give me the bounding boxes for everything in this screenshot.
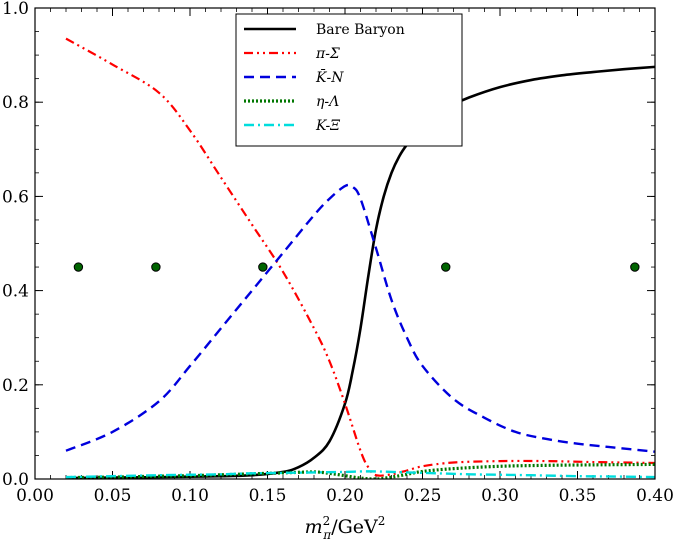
x-tick-label: 0.05 — [94, 486, 132, 506]
legend-label: η-Λ — [316, 94, 339, 110]
legend-label: Bare Baryon — [316, 22, 405, 38]
y-tick-label: 0.8 — [2, 93, 29, 113]
series-lines — [65, 37, 655, 479]
data-marker — [258, 262, 268, 272]
data-marker — [630, 262, 640, 272]
marker-points — [73, 262, 640, 272]
legend-label: K̄-N — [315, 68, 344, 86]
x-tick-label: 0.00 — [16, 486, 54, 506]
x-tick-label: 0.35 — [559, 486, 597, 506]
y-tick-label: 0.4 — [2, 282, 29, 302]
data-marker — [73, 262, 84, 272]
plot-frame — [34, 7, 656, 480]
x-tick-label: 0.10 — [171, 486, 209, 506]
y-tick-labels: 0.0 0.2 0.4 0.6 0.8 1.0 — [2, 0, 29, 490]
y-tick-label: 0.6 — [2, 187, 29, 207]
series-line-2 — [65, 183, 655, 453]
x-tick-labels: 0.00 0.05 0.10 0.15 0.20 0.25 0.30 0.35 0.40 — [16, 486, 674, 506]
data-marker — [151, 262, 161, 272]
x-tick-label: 0.40 — [636, 486, 674, 506]
x-tick-label: 0.20 — [326, 486, 364, 506]
x-tick-label: 0.30 — [481, 486, 519, 506]
x-axis-label: m2 π/GeV2 — [305, 514, 386, 542]
data-marker — [441, 262, 451, 272]
x-tick-label: 0.25 — [404, 486, 442, 506]
y-tick-label: 1.0 — [2, 0, 29, 19]
legend-label: K-Ξ — [315, 118, 340, 134]
legend: Bare Baryon π-Σ K̄-N η-Λ K-Ξ — [235, 13, 463, 147]
x-tick-label: 0.15 — [249, 486, 287, 506]
y-tick-label: 0.0 — [2, 470, 29, 490]
legend-label: π-Σ — [315, 46, 340, 62]
y-tick-label: 0.2 — [2, 376, 29, 396]
series-line-4 — [65, 470, 655, 479]
